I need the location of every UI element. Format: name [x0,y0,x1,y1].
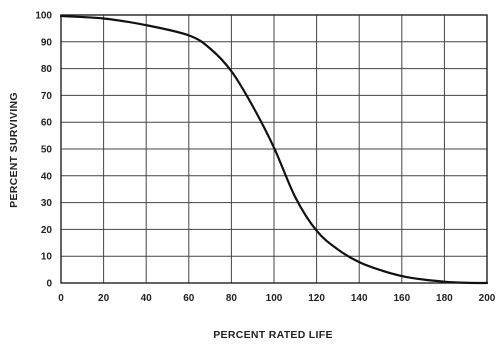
y-tick-label: 100 [35,11,52,22]
x-tick-label: 60 [183,293,195,304]
y-tick-label: 50 [41,145,53,156]
y-tick-label: 0 [46,279,52,290]
y-tick-label: 30 [41,198,53,209]
y-axis-title: PERCENT SURVIVING [8,92,20,208]
y-tick-label: 20 [41,225,53,236]
x-tick-label: 120 [308,293,325,304]
x-tick-label: 0 [58,293,64,304]
y-tick-label: 80 [41,64,53,75]
x-tick-label: 20 [98,293,110,304]
x-tick-label: 180 [436,293,453,304]
plot-frame [60,14,488,284]
y-tick-label: 60 [41,118,53,129]
x-tick-label: 40 [141,293,153,304]
plot-area: 0 20 40 60 80 100 120 140 160 180 200 0 10 20 30 40 50 60… [35,11,495,305]
x-tick-label: 140 [351,293,368,304]
y-tick-label: 70 [41,91,53,102]
y-tick-label: 90 [41,37,53,48]
x-tick-label: 100 [266,293,283,304]
x-tick-label: 160 [393,293,410,304]
x-tick-label: 80 [226,293,238,304]
x-axis-title: PERCENT RATED LIFE [213,329,333,341]
survival-curve [59,14,489,285]
x-tick-label: 200 [479,293,496,304]
y-tick-label: 10 [41,252,53,263]
y-tick-label: 40 [41,171,53,182]
